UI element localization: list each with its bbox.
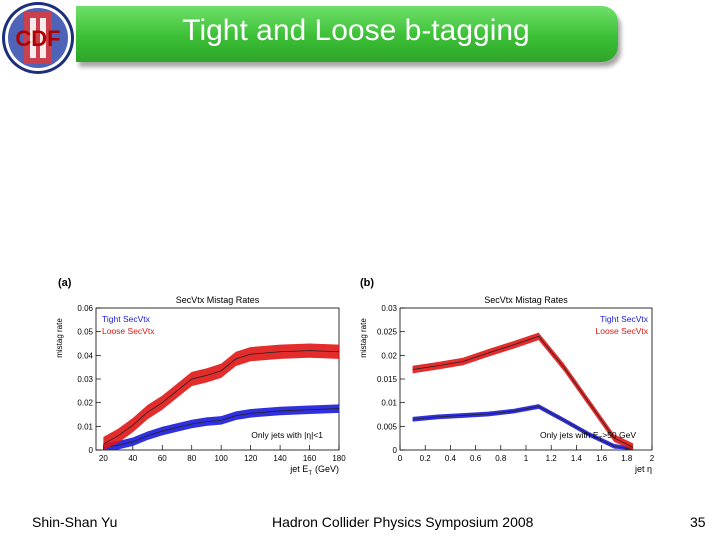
y-tick-label: 0.005	[377, 422, 398, 431]
page-number: 35	[690, 514, 706, 530]
y-tick-label: 0	[393, 446, 398, 455]
x-axis-label: jet η	[634, 464, 652, 474]
x-tick-label: 0.4	[445, 454, 457, 463]
series-band-loose	[412, 332, 634, 450]
y-axis-label: mistag rate	[55, 318, 64, 358]
legend-loose: Loose SecVtx	[102, 326, 155, 336]
y-tick-label: 0.02	[381, 351, 397, 360]
series-line-loose	[103, 350, 340, 445]
legend-tight: Tight SecVtx	[600, 314, 649, 324]
logo-text: CDF	[15, 26, 60, 51]
x-tick-label: 100	[215, 454, 229, 463]
y-tick-label: 0.02	[77, 399, 93, 408]
slide-title: Tight and Loose b-tagging	[182, 14, 530, 47]
series-line-loose	[412, 335, 634, 448]
y-tick-label: 0.025	[377, 328, 398, 337]
footer-author: Shin-Shan Yu	[32, 514, 118, 530]
x-tick-label: 0.8	[495, 454, 507, 463]
chart-a: (a) SecVtx Mistag Rates 0 0.01 0.02 0.03 0.04 0…	[55, 277, 346, 477]
x-tick-label: 1.2	[546, 454, 558, 463]
annotation: Only jets with |η|<1	[251, 430, 323, 440]
title-bar	[76, 6, 618, 62]
panel-label: (b)	[360, 277, 374, 289]
annotation: Only jets with ET>50 GeV	[540, 430, 636, 443]
x-axis-label: jet ET (GeV)	[289, 464, 339, 477]
x-tick-label: 120	[244, 454, 258, 463]
series-band-loose	[103, 343, 339, 450]
y-tick-label: 0.03	[77, 375, 93, 384]
x-tick-label: 80	[187, 454, 196, 463]
x-tick-label: 0	[398, 454, 403, 463]
x-tick-label: 160	[303, 454, 317, 463]
y-tick-label: 0.01	[381, 399, 397, 408]
legend-tight: Tight SecVtx	[102, 314, 151, 324]
x-tick-label: 1.6	[596, 454, 608, 463]
x-tick-label: 1	[524, 454, 529, 463]
x-tick-label: 40	[128, 454, 137, 463]
x-tick-label: 60	[158, 454, 167, 463]
x-tick-label: 2	[650, 454, 655, 463]
footer-event: Hadron Collider Physics Symposium 2008	[272, 514, 534, 530]
y-tick-label: 0.015	[377, 375, 398, 384]
y-tick-label: 0.04	[77, 351, 93, 360]
chart-b: (b) SecVtx Mistag Rates 0 0.005 0.01 0.015 0.0…	[359, 277, 655, 474]
plot-frame	[399, 307, 653, 451]
y-tick-label: 0	[89, 446, 94, 455]
x-tick-label: 20	[99, 454, 108, 463]
legend-loose: Loose SecVtx	[596, 326, 649, 336]
chart-title: SecVtx Mistag Rates	[176, 295, 260, 305]
x-tick-label: 140	[273, 454, 287, 463]
x-tick-label: 0.2	[420, 454, 432, 463]
series-band-tight	[103, 404, 339, 450]
y-axis-label: mistag rate	[359, 318, 368, 358]
series-line-tight	[412, 406, 634, 450]
x-tick-label: 1.4	[571, 454, 583, 463]
y-tick-label: 0.06	[77, 304, 93, 313]
cdf-logo: CDF	[2, 2, 74, 74]
y-tick-label: 0.05	[77, 328, 93, 337]
x-tick-label: 180	[332, 454, 346, 463]
y-tick-label: 0.03	[381, 304, 397, 313]
x-tick-label: 0.6	[470, 454, 482, 463]
series-line-tight	[103, 408, 340, 449]
panel-label: (a)	[58, 277, 72, 289]
x-tick-label: 1.8	[621, 454, 633, 463]
chart-title: SecVtx Mistag Rates	[484, 295, 568, 305]
y-tick-label: 0.01	[77, 422, 93, 431]
